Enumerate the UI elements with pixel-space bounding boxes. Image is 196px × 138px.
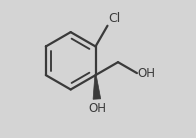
Text: Cl: Cl	[108, 12, 120, 25]
Polygon shape	[93, 75, 101, 99]
Text: OH: OH	[138, 67, 156, 80]
Text: OH: OH	[88, 103, 106, 116]
